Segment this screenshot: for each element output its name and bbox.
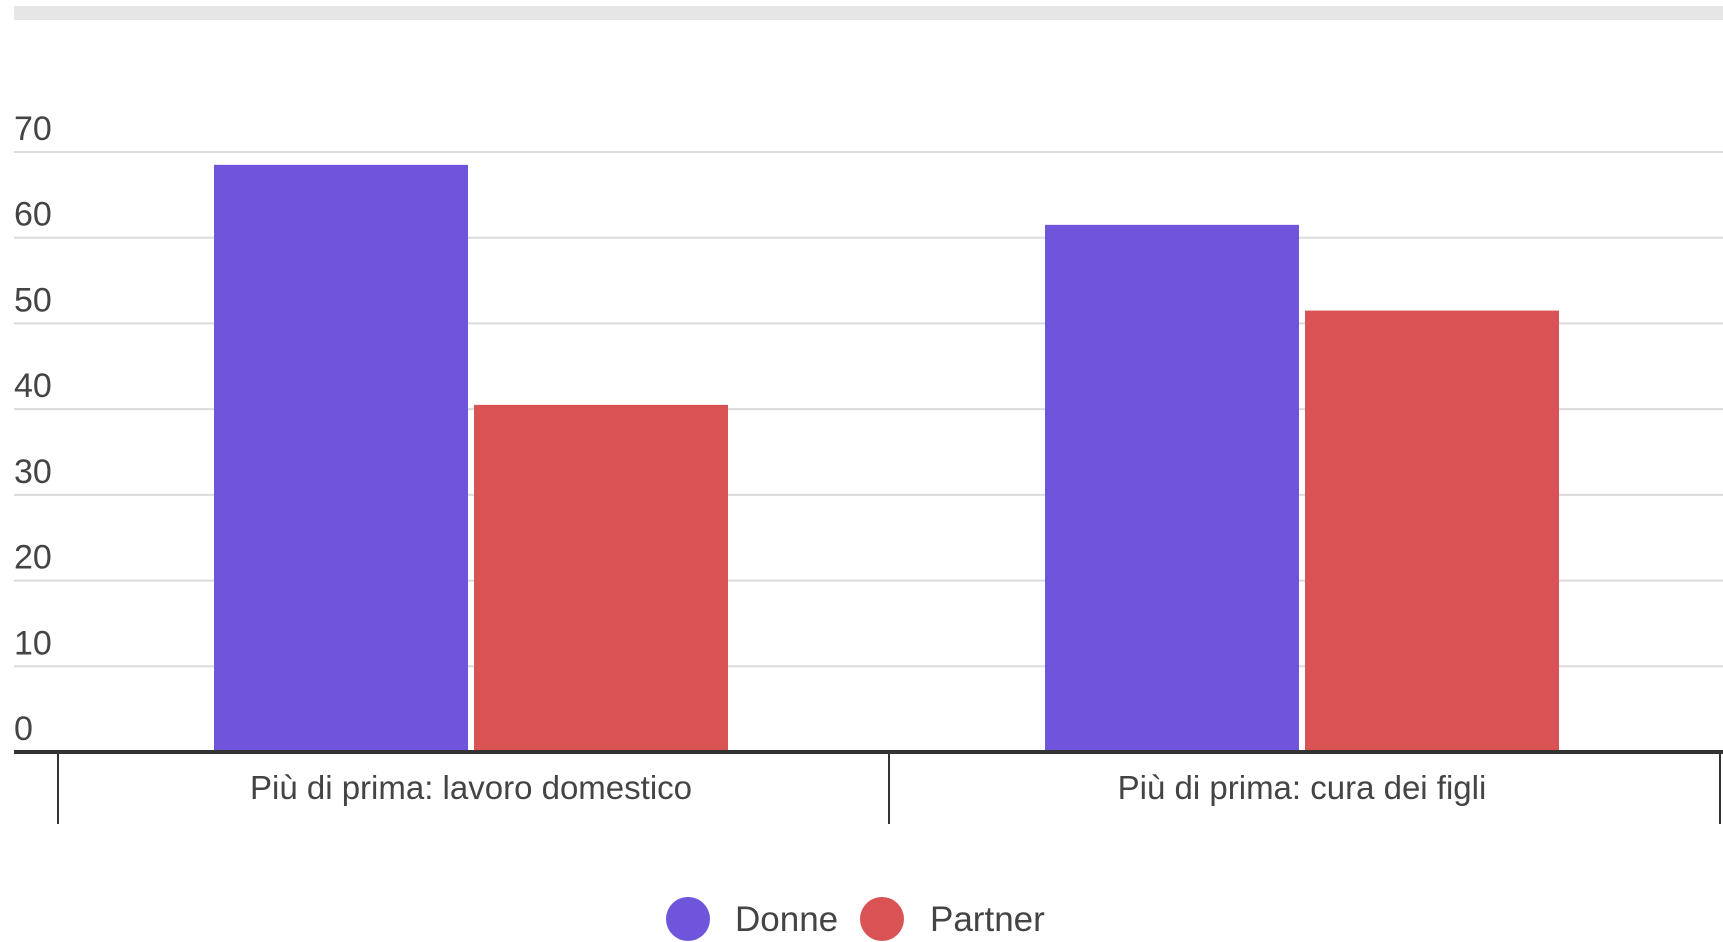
y-tick-label: 40 [14, 367, 52, 405]
legend-marker-donne [666, 897, 710, 941]
legend-label-donne: Donne [735, 900, 838, 939]
x-category-label: Più di prima: cura dei figli [1118, 769, 1487, 806]
y-tick-label: 10 [14, 624, 52, 662]
bar-donne [1045, 224, 1299, 752]
x-category-label: Più di prima: lavoro domestico [250, 769, 692, 806]
y-tick-label: 70 [14, 110, 52, 148]
y-tick-label: 20 [14, 539, 52, 577]
legend-label-partner: Partner [930, 900, 1045, 939]
x-axis-categories: Più di prima: lavoro domestico Più di pri… [250, 769, 1486, 806]
bar-partner [474, 404, 728, 752]
y-tick-label: 0 [14, 710, 33, 748]
y-tick-label: 60 [14, 196, 52, 234]
x-axis [14, 750, 1723, 824]
legend: Donne Partner [666, 897, 1045, 941]
y-tick-label: 30 [14, 453, 52, 491]
y-tick-label: 50 [14, 281, 52, 319]
bar-partner [1305, 310, 1559, 752]
y-axis-ticks: 0 10 20 30 40 50 60 70 [14, 110, 52, 748]
bars [214, 164, 1559, 752]
legend-marker-partner [860, 897, 904, 941]
header-bar [14, 6, 1723, 20]
bar-donne [214, 164, 468, 752]
